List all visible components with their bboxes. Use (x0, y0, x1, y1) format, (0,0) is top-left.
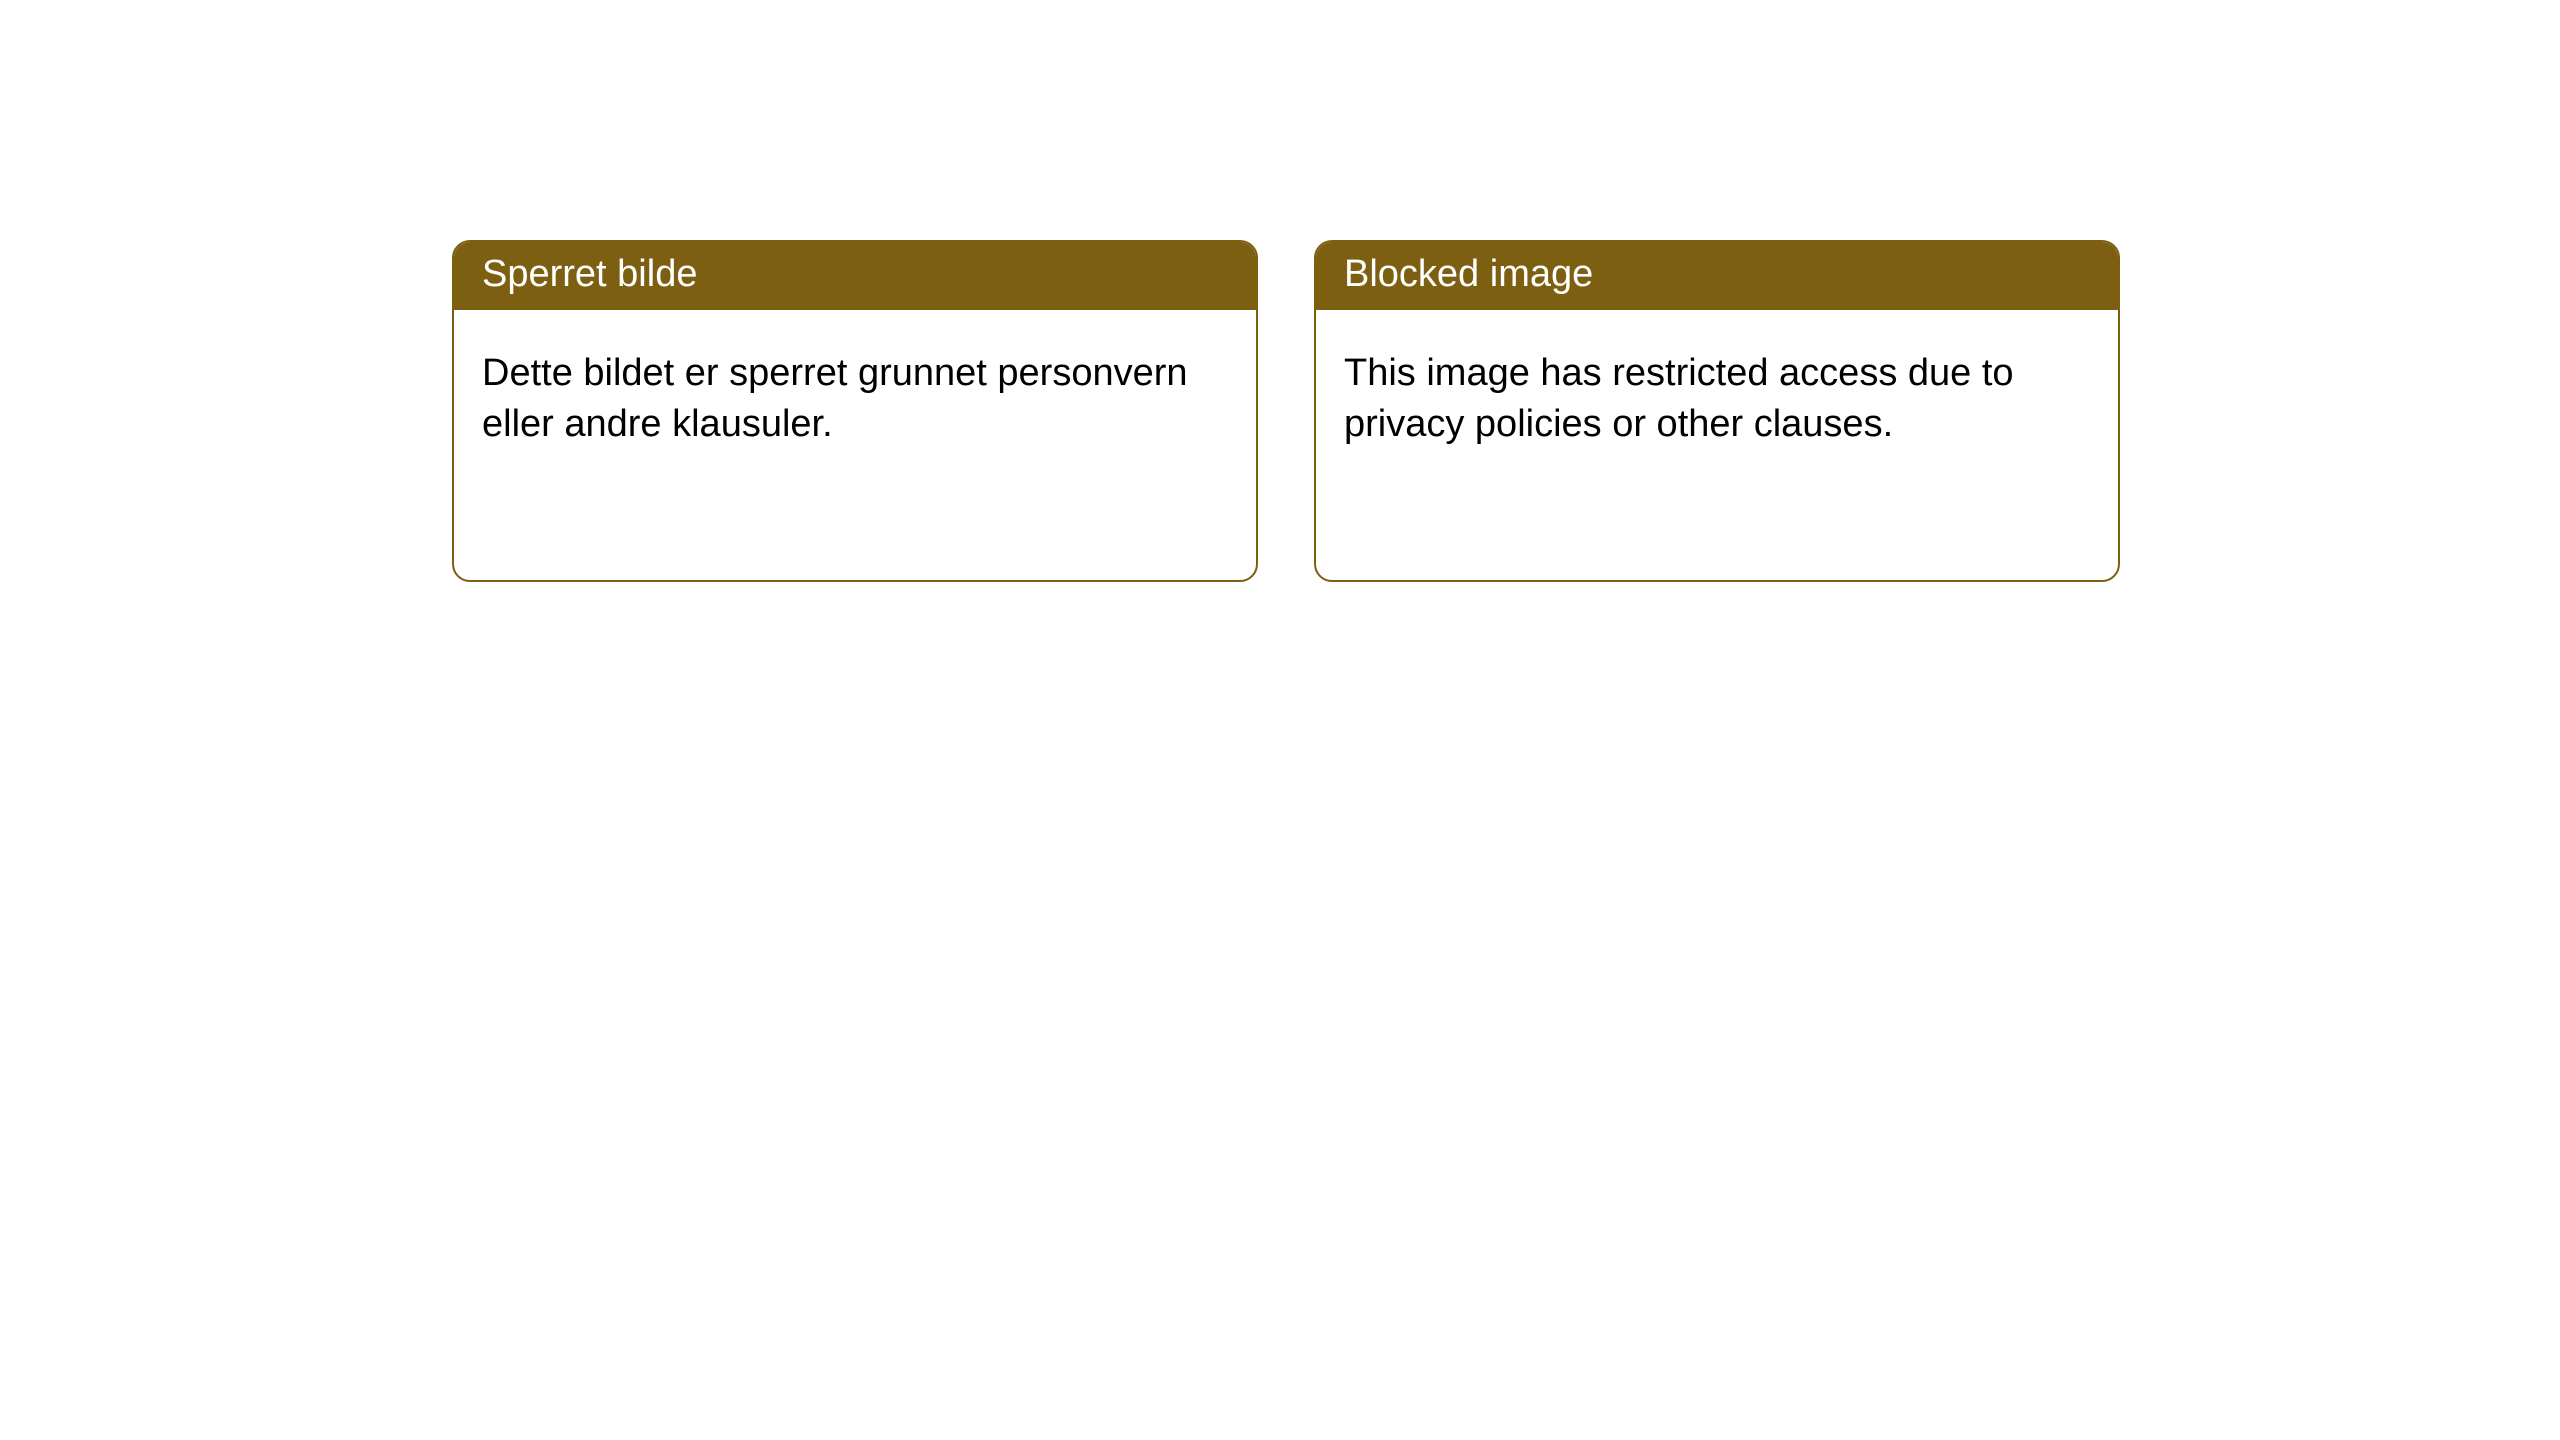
notice-card-english: Blocked image This image has restricted … (1314, 240, 2120, 582)
notice-message: Dette bildet er sperret grunnet personve… (454, 310, 1256, 580)
notice-message: This image has restricted access due to … (1316, 310, 2118, 580)
notice-container: Sperret bilde Dette bildet er sperret gr… (0, 0, 2560, 582)
notice-title: Sperret bilde (454, 242, 1256, 310)
notice-title: Blocked image (1316, 242, 2118, 310)
notice-card-norwegian: Sperret bilde Dette bildet er sperret gr… (452, 240, 1258, 582)
